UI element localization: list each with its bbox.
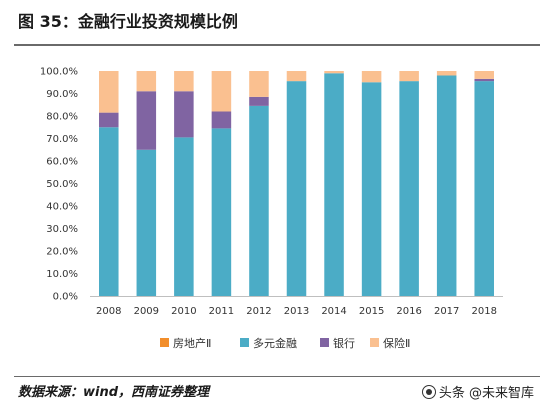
- title-divider: [14, 44, 540, 46]
- x-tick-label: 2008: [96, 306, 121, 317]
- bar-segment: [361, 71, 382, 83]
- bar-segment: [474, 71, 494, 79]
- bar-segment: [436, 75, 457, 296]
- x-tick-label: 2009: [134, 306, 159, 317]
- x-tick-label: 2013: [284, 306, 309, 317]
- bar-series: [99, 71, 494, 296]
- bar-segment: [474, 81, 494, 296]
- y-tick-label: 70.0%: [46, 134, 78, 145]
- x-tick-label: 2018: [472, 306, 497, 317]
- y-tick-label: 10.0%: [46, 269, 78, 280]
- x-tick-label: 2016: [396, 306, 421, 317]
- legend-label: 多元金融: [253, 336, 297, 350]
- y-tick-label: 40.0%: [46, 202, 78, 213]
- x-tick-label: 2010: [171, 306, 196, 317]
- y-axis-ticks: 0.0% 10.0% 20.0% 30.0% 40.0% 50.0% 60.0% 70.0% 8…: [40, 67, 78, 303]
- bar-segment: [324, 71, 344, 74]
- y-tick-label: 100.0%: [40, 67, 78, 78]
- watermark-text: 头条 @未来智库: [438, 386, 534, 401]
- bar-segment: [211, 111, 232, 129]
- bar-segment: [324, 73, 344, 296]
- legend-label: 银行: [333, 336, 355, 350]
- legend-label: 保险Ⅱ: [383, 336, 410, 350]
- x-tick-label: 2012: [246, 306, 271, 317]
- x-axis-ticks: 2008 2009 2010 2011 2012 2013 2014 2015 2016 2017…: [96, 306, 497, 317]
- bar-segment: [361, 82, 382, 296]
- bar-segment: [474, 78, 494, 82]
- legend-swatch: [370, 338, 379, 347]
- legend-swatch: [240, 338, 249, 347]
- y-tick-label: 30.0%: [46, 224, 78, 235]
- bar-segment: [136, 91, 157, 150]
- y-tick-label: 90.0%: [46, 89, 78, 100]
- x-tick-label: 2011: [209, 306, 234, 317]
- bar-segment: [249, 105, 269, 296]
- y-tick-label: 0.0%: [53, 292, 78, 303]
- bar-segment: [399, 71, 419, 82]
- legend: 房地产Ⅱ 多元金融 银行 保险Ⅱ: [160, 336, 410, 350]
- x-tick-label: 2017: [434, 306, 459, 317]
- watermark: 头条 @未来智库: [421, 382, 534, 401]
- bar-segment: [99, 71, 119, 113]
- bar-segment: [99, 127, 119, 296]
- y-tick-label: 50.0%: [46, 179, 78, 190]
- bar-segment: [249, 96, 269, 106]
- bar-segment: [249, 71, 269, 97]
- y-tick-label: 60.0%: [46, 157, 78, 168]
- bar-segment: [211, 71, 232, 112]
- bar-segment: [174, 71, 194, 92]
- bar-segment: [286, 81, 307, 296]
- y-tick-label: 80.0%: [46, 112, 78, 123]
- y-tick-label: 20.0%: [46, 247, 78, 258]
- watermark-logo-icon: [421, 384, 436, 399]
- bar-segment: [136, 71, 157, 92]
- bar-segment: [211, 128, 232, 296]
- source-divider: [14, 376, 540, 377]
- data-source-note: 数据来源：wind，西南证券整理: [18, 385, 210, 400]
- legend-swatch: [160, 338, 169, 347]
- bar-segment: [174, 91, 194, 138]
- legend-label: 房地产Ⅱ: [173, 336, 211, 350]
- x-tick-label: 2015: [359, 306, 384, 317]
- bar-segment: [174, 137, 194, 296]
- bar-segment: [436, 71, 457, 76]
- bar-segment: [136, 149, 157, 296]
- stacked-bar-chart: 0.0% 10.0% 20.0% 30.0% 40.0% 50.0% 60.0% 70.0% 8…: [40, 67, 503, 350]
- bar-segment: [286, 71, 307, 82]
- legend-swatch: [320, 338, 329, 347]
- figure-title: 图 35：金融行业投资规模比例: [18, 12, 238, 31]
- x-tick-label: 2014: [321, 306, 346, 317]
- bar-segment: [99, 112, 119, 128]
- bar-segment: [399, 81, 419, 296]
